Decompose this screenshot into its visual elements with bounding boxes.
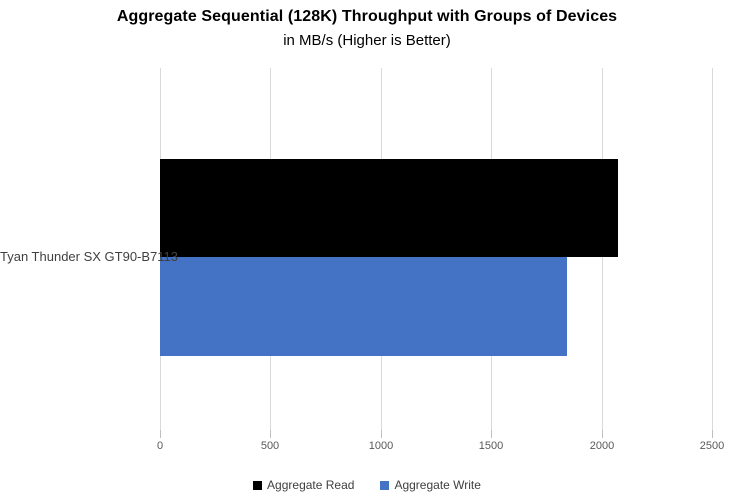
gridline: [712, 68, 713, 430]
legend-label: Aggregate Write: [394, 478, 481, 492]
x-axis-tick-label: 1500: [478, 440, 504, 452]
x-axis-tick-label: 500: [260, 440, 280, 452]
bar-aggregate-write: [160, 257, 567, 356]
legend-item: Aggregate Write: [380, 478, 481, 492]
axis-tick-mark: [712, 430, 713, 438]
chart-title: Aggregate Sequential (128K) Throughput w…: [116, 8, 618, 25]
legend-swatch-icon: [380, 480, 390, 490]
legend-label: Aggregate Read: [267, 478, 355, 492]
x-axis-tick-label: 1000: [368, 440, 394, 452]
legend-swatch-icon: [253, 480, 263, 490]
axis-tick-mark: [381, 430, 382, 438]
legend: Aggregate Read Aggregate Write: [0, 478, 734, 492]
plot-area: [160, 68, 713, 438]
legend-item: Aggregate Read: [253, 478, 354, 492]
x-axis-tick-label: 2000: [589, 440, 615, 452]
axis-tick-mark: [160, 430, 161, 438]
axis-tick-mark: [602, 430, 603, 438]
chart-subtitle: in MB/s (Higher is Better): [283, 32, 451, 49]
axis-tick-mark: [491, 430, 492, 438]
axis-tick-mark: [270, 430, 271, 438]
x-axis-tick-label: 0: [156, 440, 164, 452]
x-axis-tick-label: 2500: [699, 440, 725, 452]
category-label: Tyan Thunder SX GT90-B7113: [0, 249, 179, 264]
bar-aggregate-read: [160, 159, 618, 257]
